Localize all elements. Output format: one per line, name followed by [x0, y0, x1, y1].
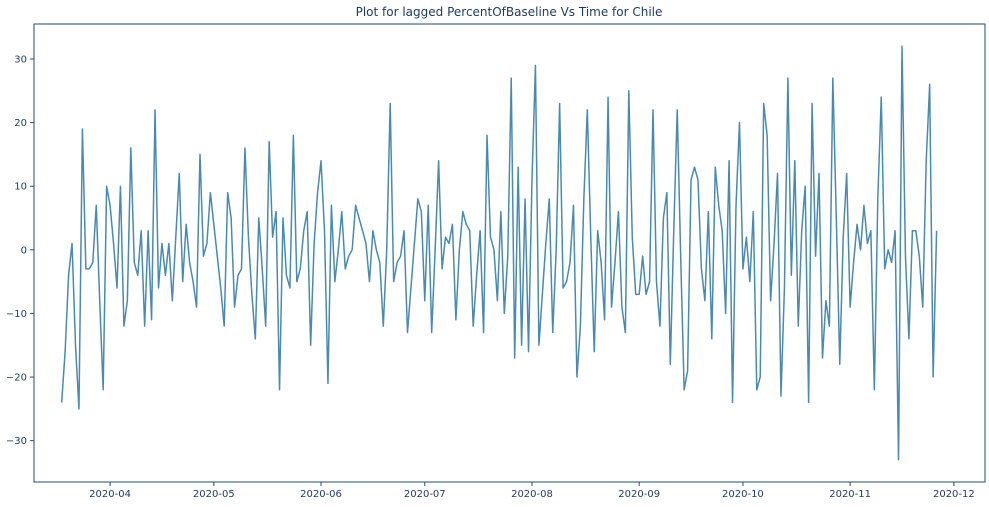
- x-tick-label: 2020-06: [300, 489, 342, 500]
- x-tick-label: 2020-10: [722, 489, 764, 500]
- x-tick-label: 2020-07: [404, 489, 446, 500]
- x-tick-label: 2020-11: [829, 489, 871, 500]
- x-tick-label: 2020-09: [618, 489, 660, 500]
- x-tick-label: 2020-04: [89, 489, 131, 500]
- series-line: [60, 45, 938, 461]
- x-axis: 2020-04 2020-05 2020-06 2020-07 2020-08 2020-…: [89, 482, 975, 500]
- plot-frame: [33, 23, 986, 483]
- y-tick-label: −20: [6, 373, 27, 384]
- x-tick-label: 2020-12: [933, 489, 975, 500]
- y-tick-label: −10: [6, 309, 27, 320]
- y-tick-label: −30: [6, 436, 27, 447]
- chart-title: Plot for lagged PercentOfBaseline Vs Tim…: [356, 5, 663, 19]
- x-tick-label: 2020-08: [511, 489, 553, 500]
- y-tick-label: 30: [14, 54, 27, 65]
- y-axis: −30 −20 −10 0 10 20 30: [6, 54, 34, 447]
- x-tick-label: 2020-05: [193, 489, 235, 500]
- y-tick-label: 20: [14, 118, 27, 129]
- y-tick-label: 0: [21, 245, 27, 256]
- y-tick-label: 10: [14, 182, 27, 193]
